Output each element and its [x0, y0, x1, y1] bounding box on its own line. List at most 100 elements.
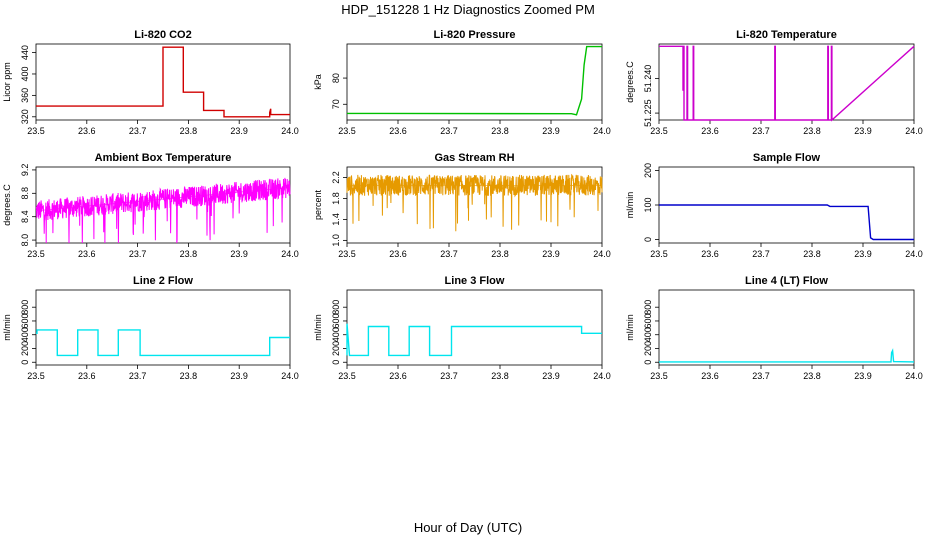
x-tick-label: 23.5: [650, 126, 668, 136]
panel-title: Line 3 Flow: [445, 275, 505, 287]
x-tick-label: 23.8: [491, 371, 509, 381]
y-axis-label: percent: [313, 189, 323, 220]
plot-frame: [346, 166, 603, 244]
figure-title: HDP_151228 1 Hz Diagnostics Zoomed PM: [341, 2, 595, 17]
series-noise-line: [346, 173, 603, 232]
plot-frame: [346, 43, 603, 121]
panel-title: Li-820 Temperature: [736, 29, 837, 41]
x-tick-label: 24.0: [905, 371, 923, 381]
y-tick-label: 100: [643, 197, 653, 212]
x-tick-label: 23.5: [650, 371, 668, 381]
y-tick-label: 0: [331, 360, 341, 365]
x-tick-label: 23.5: [27, 249, 45, 259]
series-line: [35, 187, 291, 212]
x-tick-label: 23.5: [338, 126, 356, 136]
y-tick-label: 200: [331, 341, 341, 356]
figure-xlabel: Hour of Day (UTC): [414, 520, 522, 535]
x-tick-label: 23.5: [27, 371, 45, 381]
panel-title: Li-820 Pressure: [434, 29, 516, 41]
x-tick-label: 24.0: [905, 126, 923, 136]
x-tick-label: 23.7: [752, 249, 770, 259]
panel-6: Sample Flow ml/min 23.5 23.6 23.7 23.8 23.9 24.…: [625, 152, 923, 259]
x-tick-label: 23.6: [701, 126, 719, 136]
series-line: [346, 323, 602, 357]
y-tick-label: 8.8: [20, 187, 30, 200]
y-tick-label: 400: [20, 66, 30, 81]
y-tick-label: 1.0: [331, 234, 341, 247]
y-tick-label: 400: [331, 327, 341, 342]
plot-frame: [346, 289, 603, 366]
x-tick-label: 23.6: [701, 249, 719, 259]
y-tick-label: 1.8: [331, 192, 341, 205]
panel-title: Ambient Box Temperature: [95, 152, 232, 164]
x-tick-label: 23.9: [854, 371, 872, 381]
x-tick-label: 23.7: [129, 371, 147, 381]
series-line: [659, 348, 915, 363]
x-tick-label: 24.0: [905, 249, 923, 259]
x-tick-label: 23.7: [752, 126, 770, 136]
y-axis-label: degrees.C: [2, 184, 12, 226]
plot-frame: [35, 43, 291, 121]
y-tick-label: 200: [643, 163, 653, 178]
x-tick-label: 24.0: [593, 126, 611, 136]
y-tick-label: 600: [331, 313, 341, 328]
x-tick-label: 23.7: [129, 126, 147, 136]
x-tick-label: 23.9: [230, 126, 248, 136]
y-tick-label: 0: [643, 360, 653, 365]
x-tick-label: 23.8: [491, 249, 509, 259]
panel-title: Li-820 CO2: [134, 29, 191, 41]
x-tick-label: 23.6: [78, 126, 96, 136]
x-tick-label: 23.9: [854, 249, 872, 259]
x-tick-label: 23.7: [440, 371, 458, 381]
x-tick-label: 24.0: [593, 371, 611, 381]
y-axis-label: ml/min: [625, 314, 635, 341]
y-tick-label: 51.225: [643, 99, 653, 127]
y-tick-label: 800: [331, 300, 341, 315]
y-tick-label: 800: [643, 300, 653, 315]
x-tick-label: 23.9: [230, 249, 248, 259]
x-tick-label: 23.9: [542, 126, 560, 136]
panel-1: Li-820 CO2 Licor ppm 23.5 23.6 23.7 23.8 23.9 2…: [2, 29, 299, 136]
y-tick-label: 80: [331, 73, 341, 83]
series-line: [659, 45, 915, 122]
x-tick-label: 23.6: [78, 371, 96, 381]
panel-4: Ambient Box Temperature degrees.C 23.5 23.6…: [2, 152, 299, 259]
y-tick-label: 0: [20, 360, 30, 365]
y-tick-label: 600: [20, 313, 30, 328]
series-noise-line: [35, 177, 291, 244]
x-tick-label: 23.9: [854, 126, 872, 136]
x-tick-label: 24.0: [593, 249, 611, 259]
y-tick-label: 2.2: [331, 171, 341, 184]
y-tick-label: 8.4: [20, 210, 30, 223]
x-tick-label: 23.5: [27, 126, 45, 136]
y-tick-label: 800: [20, 300, 30, 315]
panel-3: Li-820 Temperature degrees.C 23.5 23.6 23.7 2…: [625, 29, 923, 136]
y-tick-label: 0: [643, 237, 653, 242]
x-tick-label: 23.7: [752, 371, 770, 381]
x-tick-label: 23.8: [180, 126, 198, 136]
series-line: [36, 46, 290, 118]
panel-5: Gas Stream RH percent 23.5 23.6 23.7 23.8 23.9…: [313, 152, 611, 259]
x-tick-label: 23.5: [338, 249, 356, 259]
y-tick-label: 8.0: [20, 234, 30, 247]
x-tick-label: 23.8: [803, 371, 821, 381]
y-axis-label: ml/min: [2, 314, 12, 341]
y-axis-label: kPa: [313, 74, 323, 90]
x-tick-label: 23.5: [650, 249, 668, 259]
x-tick-label: 23.7: [129, 249, 147, 259]
y-axis-label: degrees.C: [625, 61, 635, 103]
x-tick-label: 23.6: [389, 371, 407, 381]
x-tick-label: 24.0: [281, 126, 299, 136]
y-tick-label: 360: [20, 88, 30, 103]
y-axis-label: Licor ppm: [2, 62, 12, 102]
x-tick-label: 23.8: [491, 126, 509, 136]
series-line: [659, 204, 914, 241]
panel-grid: Li-820 CO2 Licor ppm 23.5 23.6 23.7 23.8 23.9 2…: [2, 29, 923, 381]
x-tick-label: 23.7: [440, 249, 458, 259]
y-tick-label: 9.2: [20, 164, 30, 177]
plot-frame: [35, 166, 291, 244]
x-tick-label: 23.7: [440, 126, 458, 136]
x-tick-label: 23.9: [230, 371, 248, 381]
